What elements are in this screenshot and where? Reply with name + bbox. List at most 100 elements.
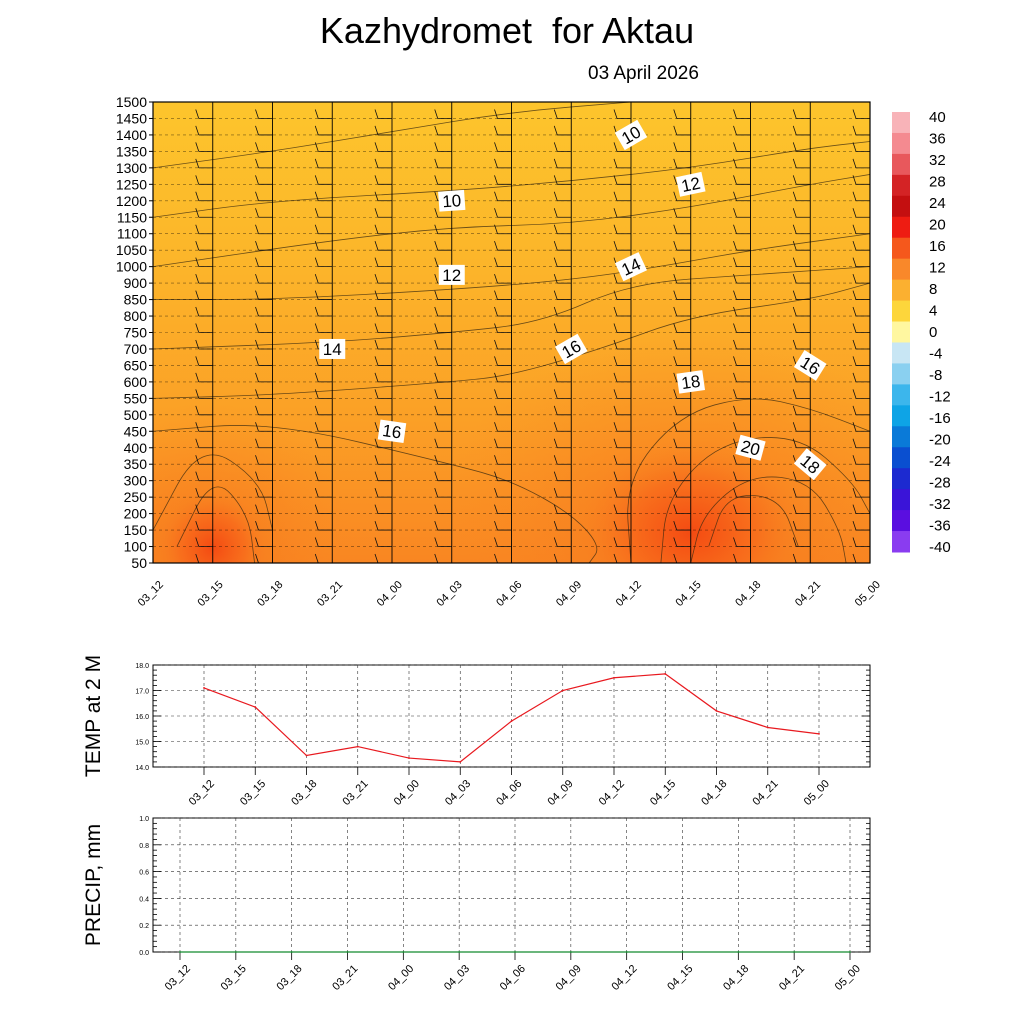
wind-barb (553, 273, 572, 284)
wind-barb (733, 389, 751, 399)
panel-x-tick-label: 03_15 (238, 778, 268, 808)
wind-barb (314, 191, 333, 202)
wind-barb (494, 290, 512, 300)
wind-barb (255, 191, 273, 202)
contour-label-text: 10 (442, 191, 462, 211)
wind-barb (792, 109, 811, 119)
wind-barb (792, 323, 811, 333)
wind-barb (494, 537, 512, 547)
wind-barb (553, 389, 572, 399)
contour-label-text: 18 (680, 372, 701, 393)
wind-barb (195, 208, 213, 218)
wind-barb (314, 306, 333, 317)
y-tick-label: 600 (124, 374, 148, 390)
wind-barb (792, 290, 811, 300)
panel-y-tick-label: 18.0 (135, 663, 149, 670)
colorbar-swatch (892, 174, 910, 197)
wind-barb (255, 356, 273, 366)
panel-x-tick-label: 03_15 (219, 963, 249, 993)
wind-barb (434, 290, 452, 300)
panel-x-tick-label: 04_03 (442, 963, 472, 993)
panel-gridlines (153, 817, 870, 953)
wind-barb (494, 241, 512, 251)
panel-x-tick-label: 04_21 (777, 963, 807, 993)
wind-barb (673, 356, 691, 366)
wind-barb (733, 422, 751, 432)
wind-barb (255, 455, 273, 465)
wind-barb (195, 372, 213, 383)
data-point (715, 710, 718, 712)
wind-barb (195, 405, 213, 416)
wind-barb (733, 175, 751, 185)
wind-barb (733, 537, 751, 547)
wind-barb (195, 389, 213, 399)
wind-barb (434, 125, 452, 136)
wind-barb (195, 191, 213, 202)
panel-x-tick-label: 03_18 (289, 778, 319, 808)
wind-barb (434, 158, 452, 169)
panel-x-tick-label: 04_06 (498, 963, 528, 993)
contour-label-text: 16 (381, 421, 402, 442)
wind-barb (673, 191, 691, 202)
x-tick-label: 04_18 (733, 579, 763, 609)
panel-y-axis-label: PRECIP, mm (82, 824, 105, 946)
data-point (514, 951, 516, 953)
y-tick-label: 800 (124, 308, 148, 324)
data-point (613, 676, 615, 679)
wind-barb (613, 455, 631, 465)
wind-barb (553, 520, 572, 531)
wind-barb (673, 455, 691, 465)
wind-barb (374, 339, 392, 350)
data-point (408, 757, 410, 759)
wind-barb (314, 257, 333, 268)
wind-barb (374, 158, 392, 169)
panel-y-tick-label: 0.0 (139, 950, 149, 957)
wind-barb (792, 405, 811, 416)
wind-barb (613, 356, 631, 366)
wind-barb (494, 405, 512, 416)
wind-barb (374, 372, 392, 383)
wind-barb (855, 102, 870, 103)
colorbar-label: -20 (929, 432, 951, 449)
wind-barb (434, 438, 452, 449)
wind-barb (852, 323, 870, 333)
wind-barb (792, 306, 811, 317)
wind-barb (314, 356, 333, 366)
y-tick-label: 900 (124, 275, 148, 291)
wind-barb (195, 290, 213, 300)
wind-barb (255, 438, 273, 449)
wind-barb (673, 405, 691, 416)
panel-x-tick-label: 04_18 (699, 778, 729, 808)
colorbar-swatch (892, 300, 910, 323)
wind-barb (852, 455, 870, 465)
data-point (234, 951, 237, 953)
colorbar-swatch (892, 195, 910, 218)
wind-barb (195, 257, 213, 268)
wind-barb (434, 372, 452, 383)
wind-barb (434, 109, 452, 119)
wind-barb (613, 422, 631, 432)
wind-barb (613, 191, 631, 202)
data-point (625, 951, 628, 953)
wind-barb (792, 224, 811, 235)
wind-barb (494, 455, 512, 465)
wind-barb (374, 125, 392, 136)
wind-barb (673, 323, 691, 333)
wind-barb (314, 372, 333, 383)
wind-barb (792, 422, 811, 432)
panel-x-tick-label: 04_09 (554, 963, 584, 993)
wind-barb (852, 273, 870, 284)
wind-barb (494, 306, 512, 317)
y-tick-label: 1200 (116, 193, 147, 209)
wind-barb (553, 356, 572, 366)
wind-barb (195, 504, 213, 515)
wind-barb (733, 208, 751, 218)
wind-barb (255, 504, 273, 515)
wind-barb (494, 471, 512, 482)
wind-barb (374, 224, 392, 235)
wind-barb (494, 356, 512, 366)
data-point (681, 951, 684, 953)
wind-barb (494, 553, 512, 563)
panel-y-tick-label: 0.2 (139, 923, 149, 930)
wind-barb (434, 389, 452, 399)
